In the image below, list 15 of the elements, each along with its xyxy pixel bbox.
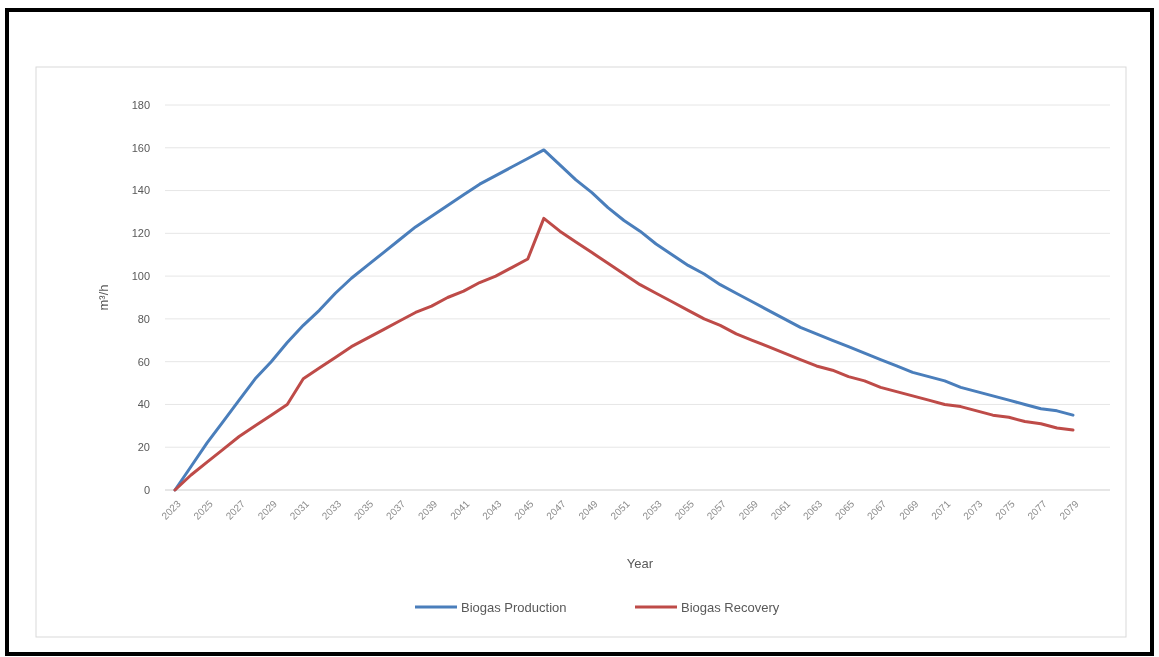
- y-tick-label: 180: [131, 98, 150, 111]
- line-series: [173, 216, 1075, 492]
- y-tick-label: 120: [131, 227, 150, 240]
- y-tick-label: 100: [131, 269, 150, 282]
- y-axis-title: m³/h: [96, 284, 111, 311]
- legend-label: Biogas Production: [461, 599, 567, 615]
- y-tick-label: 0: [143, 483, 150, 496]
- y-tick-label: 160: [131, 141, 150, 154]
- y-tick-label: 20: [137, 441, 150, 454]
- x-axis-title: Year: [626, 556, 654, 571]
- y-tick-label: 40: [137, 398, 150, 411]
- y-tick-label: 80: [137, 312, 150, 325]
- legend-label: Biogas Recovery: [681, 599, 780, 615]
- y-tick-label: 60: [137, 355, 150, 368]
- y-tick-label: 140: [131, 184, 150, 197]
